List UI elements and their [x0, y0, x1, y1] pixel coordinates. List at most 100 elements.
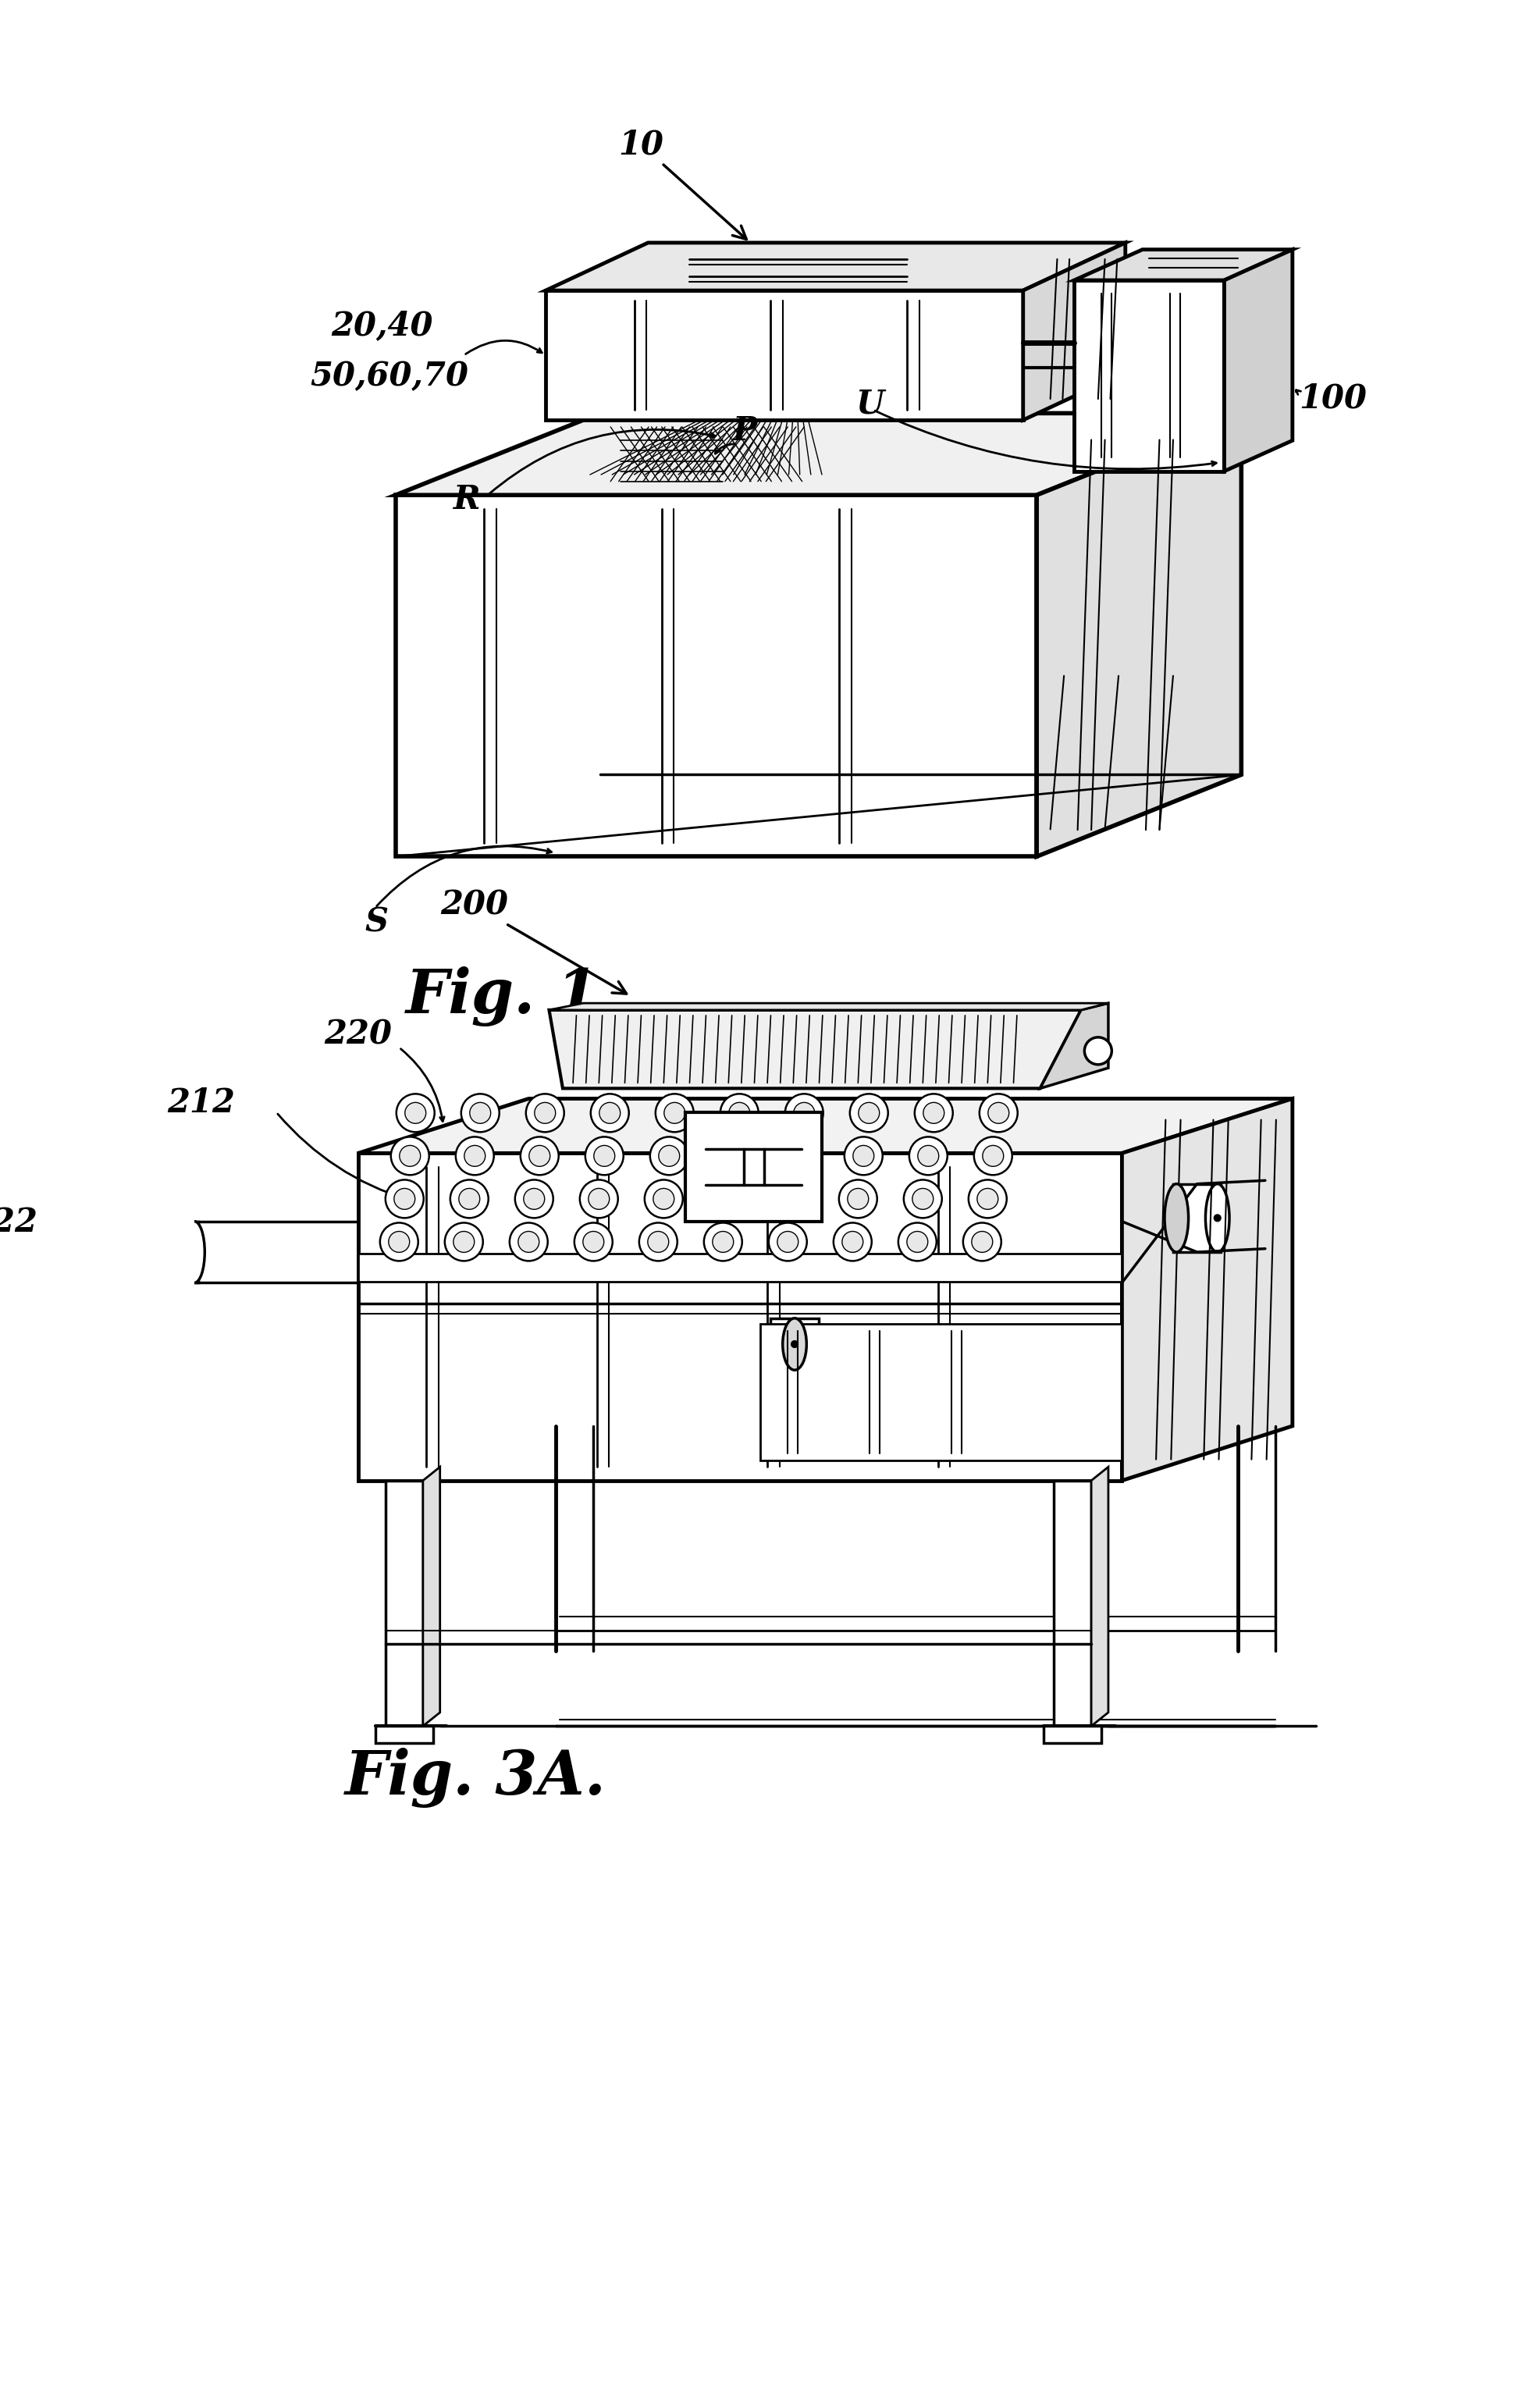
Polygon shape — [770, 1318, 818, 1370]
Polygon shape — [359, 1098, 1292, 1153]
Circle shape — [713, 1232, 733, 1253]
Circle shape — [973, 1136, 1012, 1174]
Circle shape — [842, 1232, 862, 1253]
Circle shape — [645, 1179, 682, 1217]
Circle shape — [909, 1136, 947, 1174]
Polygon shape — [1053, 1480, 1092, 1726]
Polygon shape — [1075, 251, 1292, 279]
Polygon shape — [545, 243, 1126, 291]
Circle shape — [858, 1103, 879, 1124]
Circle shape — [534, 1103, 556, 1124]
Text: Fig. 1.: Fig. 1. — [407, 967, 621, 1026]
Circle shape — [989, 1103, 1009, 1124]
Circle shape — [650, 1136, 688, 1174]
Circle shape — [450, 1179, 488, 1217]
Text: Fig. 3A.: Fig. 3A. — [345, 1747, 607, 1807]
Circle shape — [792, 1341, 798, 1349]
Polygon shape — [385, 1480, 424, 1726]
Text: 220: 220 — [323, 1019, 393, 1050]
Circle shape — [969, 1179, 1007, 1217]
Polygon shape — [545, 291, 1023, 420]
Text: P: P — [733, 415, 758, 446]
Circle shape — [396, 1093, 434, 1131]
Polygon shape — [1092, 1468, 1109, 1726]
Circle shape — [710, 1179, 747, 1217]
Ellipse shape — [143, 1222, 163, 1282]
Polygon shape — [1224, 251, 1292, 470]
Circle shape — [579, 1179, 618, 1217]
Circle shape — [599, 1103, 621, 1124]
Polygon shape — [396, 494, 1036, 857]
Circle shape — [979, 1093, 1018, 1131]
Circle shape — [514, 1179, 553, 1217]
Polygon shape — [376, 1726, 433, 1743]
Circle shape — [1084, 1038, 1112, 1065]
Polygon shape — [359, 1253, 1123, 1282]
Circle shape — [453, 1232, 474, 1253]
Circle shape — [983, 1146, 1004, 1167]
Polygon shape — [550, 1010, 1081, 1088]
Circle shape — [588, 1189, 610, 1210]
Ellipse shape — [782, 1318, 807, 1370]
Ellipse shape — [1206, 1184, 1229, 1253]
Circle shape — [648, 1232, 668, 1253]
Polygon shape — [1036, 413, 1241, 857]
Circle shape — [445, 1222, 484, 1260]
Text: 200: 200 — [440, 888, 627, 993]
Circle shape — [844, 1136, 882, 1174]
Circle shape — [464, 1146, 485, 1167]
Circle shape — [915, 1093, 953, 1131]
Text: 10: 10 — [619, 129, 747, 239]
Text: R: R — [454, 482, 480, 516]
Text: U: U — [856, 387, 884, 420]
Circle shape — [574, 1222, 613, 1260]
Circle shape — [656, 1093, 693, 1131]
Circle shape — [721, 1093, 759, 1131]
Circle shape — [782, 1189, 804, 1210]
Circle shape — [659, 1146, 679, 1167]
Circle shape — [833, 1222, 872, 1260]
Circle shape — [788, 1146, 808, 1167]
Circle shape — [839, 1179, 878, 1217]
Polygon shape — [359, 1153, 1123, 1480]
Circle shape — [853, 1146, 875, 1167]
Circle shape — [715, 1136, 753, 1174]
Circle shape — [653, 1189, 675, 1210]
Circle shape — [724, 1146, 744, 1167]
Text: 50,60,70: 50,60,70 — [311, 360, 468, 394]
Circle shape — [594, 1146, 614, 1167]
Polygon shape — [761, 1325, 1123, 1461]
Polygon shape — [685, 1112, 822, 1222]
Circle shape — [394, 1189, 416, 1210]
Polygon shape — [424, 1468, 440, 1726]
Text: 20,40: 20,40 — [331, 308, 433, 341]
Circle shape — [470, 1103, 491, 1124]
Circle shape — [584, 1232, 604, 1253]
Circle shape — [460, 1093, 499, 1131]
Circle shape — [785, 1093, 824, 1131]
Circle shape — [524, 1189, 545, 1210]
Circle shape — [904, 1179, 942, 1217]
Circle shape — [976, 1189, 998, 1210]
Circle shape — [718, 1189, 739, 1210]
Circle shape — [907, 1232, 929, 1253]
Circle shape — [521, 1136, 559, 1174]
Ellipse shape — [1164, 1184, 1189, 1253]
Circle shape — [510, 1222, 548, 1260]
Polygon shape — [1123, 1098, 1292, 1480]
Circle shape — [664, 1103, 685, 1124]
Circle shape — [704, 1222, 742, 1260]
Polygon shape — [1044, 1726, 1101, 1743]
Circle shape — [456, 1136, 494, 1174]
Circle shape — [639, 1222, 678, 1260]
Text: 222: 222 — [0, 1205, 37, 1239]
Circle shape — [779, 1136, 818, 1174]
Circle shape — [530, 1146, 550, 1167]
Ellipse shape — [185, 1222, 205, 1282]
Circle shape — [585, 1136, 624, 1174]
Circle shape — [962, 1222, 1001, 1260]
Circle shape — [388, 1232, 410, 1253]
Polygon shape — [1173, 1184, 1221, 1253]
Circle shape — [459, 1189, 480, 1210]
Circle shape — [399, 1146, 420, 1167]
